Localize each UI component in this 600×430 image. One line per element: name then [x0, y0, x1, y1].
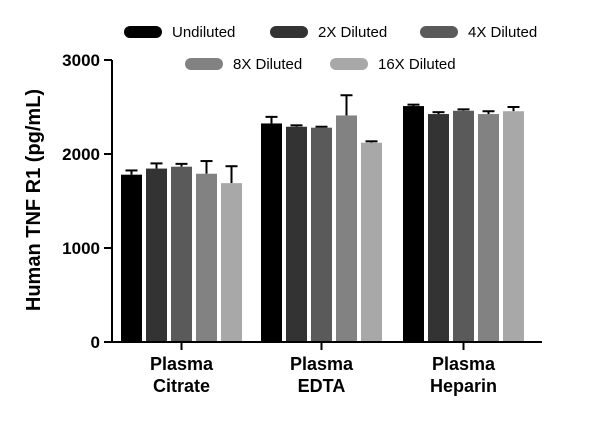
- x-category-label: Citrate: [153, 376, 210, 396]
- y-tick-label: 0: [91, 333, 100, 352]
- legend-swatch: [270, 26, 308, 38]
- legend-swatch: [330, 58, 368, 70]
- x-category-label: Plasma: [432, 354, 496, 374]
- bar: [336, 115, 357, 343]
- x-category-label: Plasma: [290, 354, 354, 374]
- y-tick-label: 1000: [62, 239, 100, 258]
- legend-label: 2X Diluted: [318, 24, 387, 41]
- y-tick-label: 2000: [62, 145, 100, 164]
- bar: [171, 166, 192, 342]
- legend-swatch: [185, 58, 223, 70]
- y-tick-label: 3000: [62, 51, 100, 70]
- y-axis: 0 1000 2000 3000: [62, 51, 113, 352]
- legend: Undiluted 2X Diluted 4X Diluted 8X Diluted 1…: [124, 24, 537, 73]
- bar: [196, 173, 217, 342]
- bar: [221, 183, 242, 342]
- legend-label: 4X Diluted: [468, 24, 537, 41]
- bar: [453, 110, 474, 342]
- x-category-label: EDTA: [298, 376, 346, 396]
- x-category-label: Plasma: [150, 354, 214, 374]
- legend-swatch: [420, 26, 458, 38]
- legend-label: 8X Diluted: [233, 56, 302, 73]
- bar: [146, 168, 167, 342]
- legend-swatch: [124, 26, 162, 38]
- bars: [121, 94, 524, 343]
- legend-label: Undiluted: [172, 24, 235, 41]
- x-category-label: Heparin: [430, 376, 497, 396]
- bar: [428, 114, 449, 342]
- bar: [261, 123, 282, 342]
- bar: [311, 127, 332, 343]
- bar: [121, 174, 142, 342]
- legend-label: 16X Diluted: [378, 56, 456, 73]
- bar: [403, 106, 424, 342]
- bar: [286, 126, 307, 343]
- bar: [361, 142, 382, 342]
- bar: [478, 114, 499, 342]
- y-axis-title: Human TNF R1 (pg/mL): [23, 89, 45, 311]
- bar: [503, 111, 524, 342]
